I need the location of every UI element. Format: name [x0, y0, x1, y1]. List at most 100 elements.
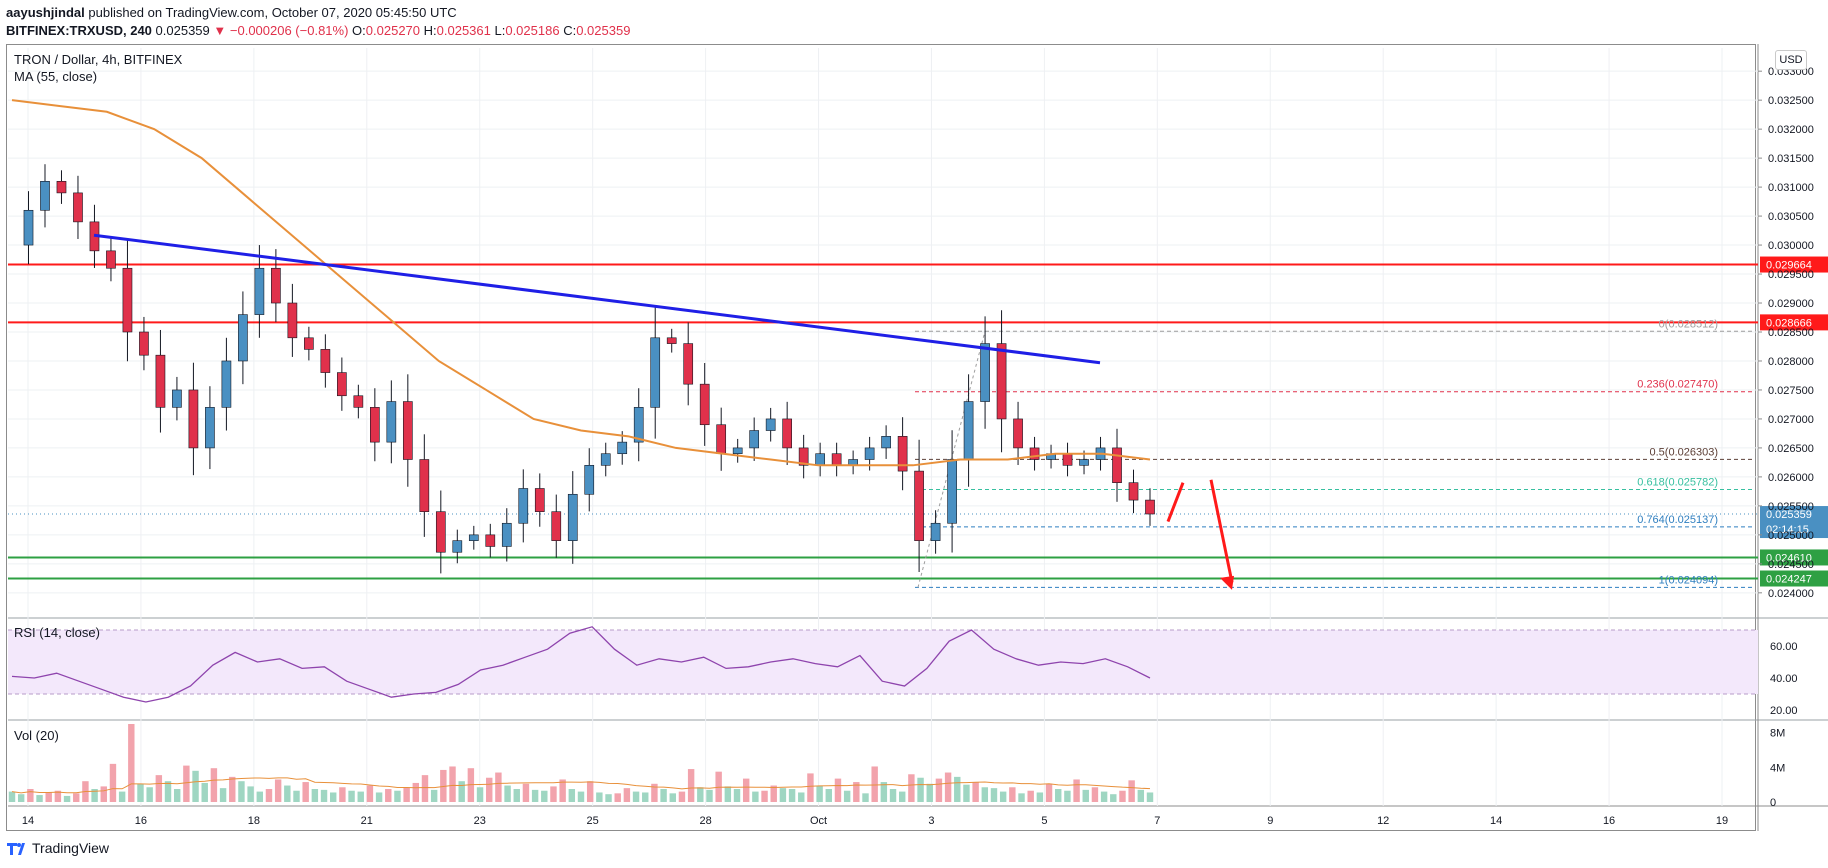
y-tick-label: 0.024000	[1768, 588, 1814, 600]
volume-bar	[366, 785, 374, 802]
candle-body	[139, 331, 149, 356]
candle-body	[1013, 418, 1023, 449]
volume-tick-label: 0	[1770, 797, 1776, 809]
volume-bar	[320, 789, 328, 802]
x-tick-label: 12	[1377, 815, 1389, 827]
volume-bar	[559, 779, 566, 802]
candle-body	[23, 209, 34, 246]
y-tick-label: 0.029000	[1768, 298, 1814, 310]
fib-level-label: 0.764(0.025137)	[1637, 514, 1718, 526]
volume-bar	[531, 789, 539, 802]
y-tick-label: 0.027000	[1768, 414, 1814, 426]
level-tag-label: 0.028666	[1766, 317, 1812, 329]
fib-level-label: 1(0.024094)	[1659, 574, 1718, 586]
y-tick-label: 0.028500	[1768, 327, 1814, 339]
footer: TradingView	[6, 840, 109, 856]
volume-bar	[421, 775, 429, 802]
candle-body	[320, 349, 331, 373]
candle-body	[419, 459, 430, 512]
candle-body	[864, 447, 875, 460]
volume-bar	[1137, 789, 1145, 802]
volume-bar	[999, 791, 1007, 802]
publish-info: published on TradingView.com, October 07…	[88, 5, 457, 20]
volume-bar	[375, 792, 383, 802]
chart-frame[interactable]	[6, 44, 1756, 831]
x-tick-label: 18	[248, 815, 260, 827]
brand-name[interactable]: TradingView	[32, 840, 110, 856]
moving-average	[11, 99, 1151, 467]
x-tick-label: 16	[1603, 815, 1615, 827]
y-tick-label: 0.030000	[1768, 240, 1814, 252]
volume-bar	[669, 793, 676, 802]
y-tick-label: 0.030500	[1768, 211, 1814, 223]
candle-body	[254, 267, 265, 315]
y-tick-label: 0.024500	[1768, 559, 1814, 571]
rsi-tick-label: 60.00	[1770, 641, 1798, 653]
volume-bar	[1100, 791, 1108, 802]
volume-bar	[302, 782, 309, 802]
candle-body	[238, 314, 248, 362]
volume-tick-label: 4M	[1770, 762, 1785, 774]
volume-tick-label: 8M	[1770, 728, 1785, 740]
candle-body	[172, 389, 182, 408]
volume-bar	[100, 786, 107, 802]
volume-bar	[853, 782, 860, 802]
volume-bar	[201, 782, 208, 802]
level-tag	[1760, 256, 1828, 273]
candle-body	[287, 302, 298, 339]
volume-bar	[733, 789, 741, 802]
low-label: L:	[494, 23, 506, 38]
open-label: O:	[352, 23, 366, 38]
volume-bar	[1027, 790, 1034, 802]
candle-body	[666, 337, 677, 344]
volume-bar	[1082, 789, 1089, 802]
y-tick-label: 0.027500	[1768, 385, 1814, 397]
y-tick-label: 0.025000	[1768, 530, 1814, 542]
close-value: 0.025359	[576, 23, 631, 38]
volume-bar	[871, 766, 878, 802]
volume-bar	[834, 778, 842, 802]
volume-bar	[403, 787, 410, 802]
volume-bar	[164, 781, 172, 802]
volume-bar	[229, 776, 236, 802]
volume-bar	[63, 795, 71, 802]
volume-panel: 0 4M 8M	[8, 724, 1785, 809]
volume-bar	[522, 783, 530, 802]
author-name[interactable]: aayushjindal	[6, 5, 85, 20]
candle-body	[337, 372, 347, 397]
chart-header: aayushjindal published on TradingView.co…	[6, 4, 630, 40]
volume-bar	[678, 791, 686, 802]
level-tag	[1760, 570, 1828, 587]
volume-bar	[183, 765, 190, 802]
candle-body	[897, 436, 908, 472]
volume-ma-line	[11, 777, 1151, 794]
volume-bar	[816, 785, 823, 802]
volume-bar	[706, 789, 713, 802]
volume-bar	[311, 789, 319, 802]
candle-body	[831, 453, 842, 466]
volume-bar	[247, 786, 254, 802]
volume-bar	[632, 791, 640, 802]
last-price-label: 0.025359	[1766, 509, 1812, 521]
volume-bar	[935, 778, 943, 802]
volume-bar	[724, 786, 732, 802]
level-tag	[1760, 314, 1828, 331]
candle-body	[947, 459, 957, 524]
volume-bar	[173, 789, 181, 802]
volume-bar	[1009, 787, 1016, 802]
high-label: H:	[423, 23, 437, 38]
candle-body	[782, 418, 792, 449]
volume-bar	[36, 795, 43, 802]
volume-bar	[926, 783, 933, 802]
candle-body	[633, 407, 644, 443]
candle-body	[798, 447, 809, 466]
volume-bar	[513, 789, 520, 802]
last-price-tag	[1760, 506, 1828, 539]
volume-bar	[954, 776, 961, 802]
level-tag-label: 0.024610	[1766, 552, 1812, 564]
volume-bar	[329, 792, 337, 802]
volume-bar	[651, 783, 658, 802]
currency-button[interactable]: USD	[1775, 50, 1807, 70]
open-value: 0.025270	[365, 23, 421, 38]
